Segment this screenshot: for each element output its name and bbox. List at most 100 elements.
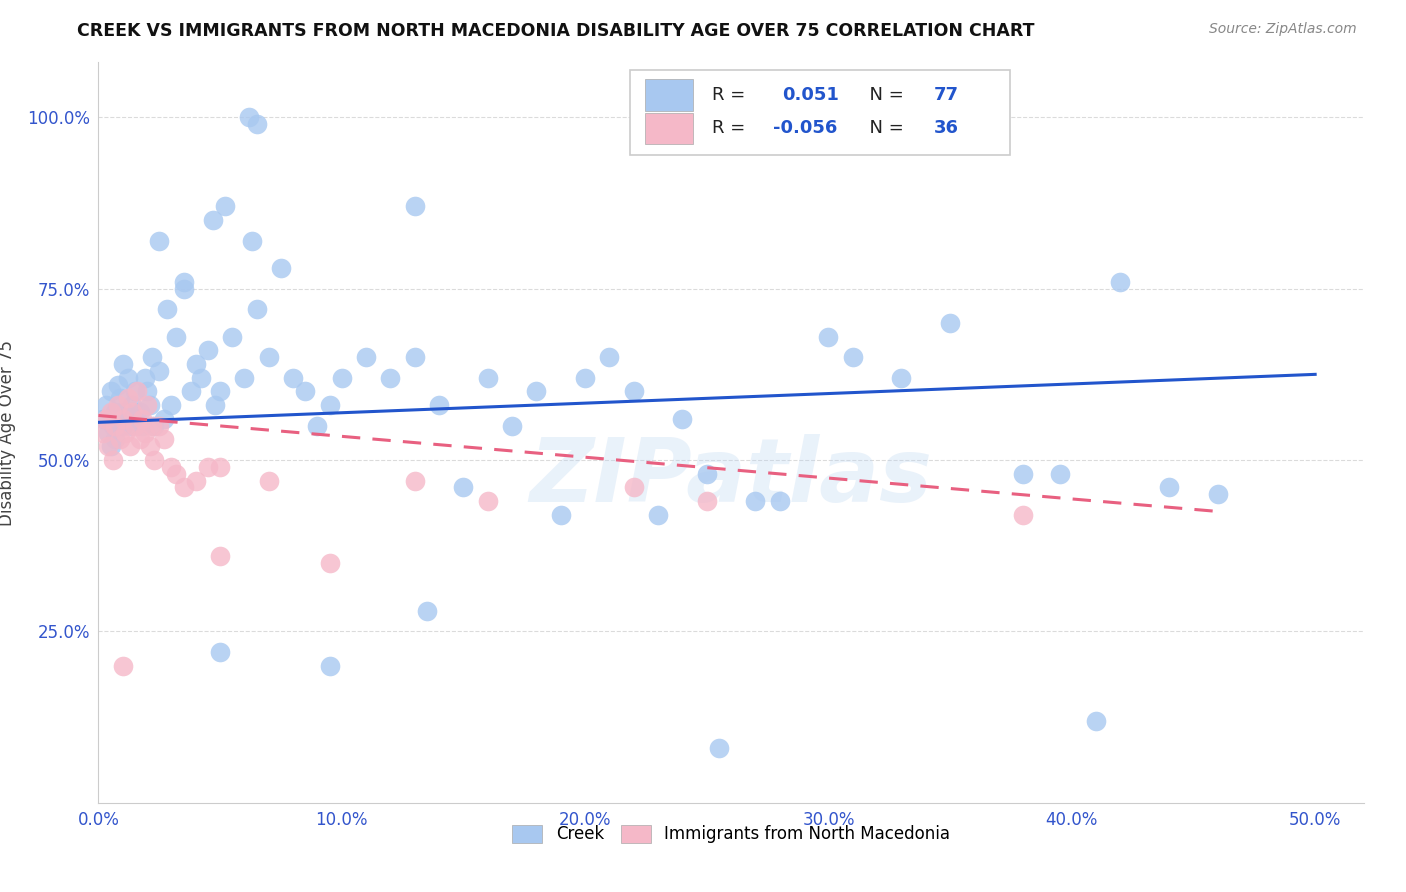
Point <box>257 350 280 364</box>
Point <box>114 405 136 419</box>
Point <box>143 418 166 433</box>
Point <box>209 645 232 659</box>
Point <box>1159 480 1181 494</box>
Point <box>160 398 183 412</box>
Point <box>427 398 450 412</box>
Point <box>294 384 316 399</box>
Point <box>184 357 207 371</box>
Point <box>128 405 150 419</box>
Point <box>707 741 730 756</box>
Point <box>94 398 117 412</box>
Point <box>110 433 132 447</box>
Point <box>107 412 129 426</box>
Point <box>281 371 304 385</box>
Point <box>136 384 159 399</box>
Point <box>1049 467 1071 481</box>
Point <box>121 405 143 419</box>
Point <box>209 549 232 563</box>
Text: N =: N = <box>858 120 910 137</box>
Point <box>197 343 219 358</box>
Point <box>246 302 269 317</box>
Text: R =: R = <box>711 86 756 104</box>
Text: N =: N = <box>858 86 910 104</box>
Point <box>107 377 129 392</box>
Point <box>404 199 426 213</box>
Point <box>91 412 114 426</box>
Point <box>100 439 122 453</box>
Point <box>104 405 127 419</box>
Point <box>120 418 141 433</box>
Point <box>111 357 134 371</box>
Point <box>744 494 766 508</box>
Point <box>307 418 329 433</box>
Point <box>173 275 195 289</box>
Point <box>120 439 141 453</box>
Point <box>526 384 548 399</box>
Point <box>100 405 122 419</box>
Point <box>124 418 146 433</box>
Text: ZIPatlas: ZIPatlas <box>530 434 932 521</box>
Text: -0.056: -0.056 <box>773 120 837 137</box>
Point <box>134 371 156 385</box>
Point <box>104 418 127 433</box>
Text: CREEK VS IMMIGRANTS FROM NORTH MACEDONIA DISABILITY AGE OVER 75 CORRELATION CHAR: CREEK VS IMMIGRANTS FROM NORTH MACEDONIA… <box>77 22 1035 40</box>
Point <box>318 658 340 673</box>
Point <box>97 425 120 440</box>
Point <box>623 384 645 399</box>
Point <box>318 556 340 570</box>
Point <box>184 474 207 488</box>
Point <box>404 474 426 488</box>
Point <box>416 604 439 618</box>
Point <box>165 329 187 343</box>
Point <box>204 398 226 412</box>
Point <box>330 371 353 385</box>
Point <box>127 384 149 399</box>
Point <box>148 364 170 378</box>
Point <box>890 371 912 385</box>
Point <box>148 234 170 248</box>
Point <box>477 494 499 508</box>
Point <box>141 350 163 364</box>
Point <box>111 418 134 433</box>
Point <box>696 494 718 508</box>
Point <box>141 418 163 433</box>
Point <box>201 213 224 227</box>
Point <box>94 412 117 426</box>
Point <box>769 494 792 508</box>
Point <box>647 508 669 522</box>
Point <box>101 453 124 467</box>
Point <box>114 425 136 440</box>
Point <box>221 329 243 343</box>
Point <box>100 384 122 399</box>
Point <box>190 371 212 385</box>
Point <box>197 459 219 474</box>
Point <box>155 302 177 317</box>
Point <box>598 350 620 364</box>
Point <box>110 392 132 406</box>
Point <box>238 110 260 124</box>
Point <box>939 316 962 330</box>
Point <box>209 384 232 399</box>
Point <box>404 350 426 364</box>
Point <box>574 371 596 385</box>
Point <box>134 425 156 440</box>
Point <box>136 398 159 412</box>
Point <box>257 474 280 488</box>
Point <box>131 418 153 433</box>
Point <box>501 418 523 433</box>
Point <box>380 371 402 385</box>
Point <box>121 398 143 412</box>
Point <box>817 329 839 343</box>
Point <box>148 418 170 433</box>
Point <box>1085 714 1108 728</box>
Text: 0.051: 0.051 <box>782 86 838 104</box>
Point <box>91 425 114 440</box>
Point <box>124 384 146 399</box>
Point <box>453 480 475 494</box>
Point <box>111 412 134 426</box>
Point <box>153 433 176 447</box>
Point <box>1012 467 1035 481</box>
Point <box>1109 275 1132 289</box>
Point <box>354 350 377 364</box>
Point <box>209 459 232 474</box>
